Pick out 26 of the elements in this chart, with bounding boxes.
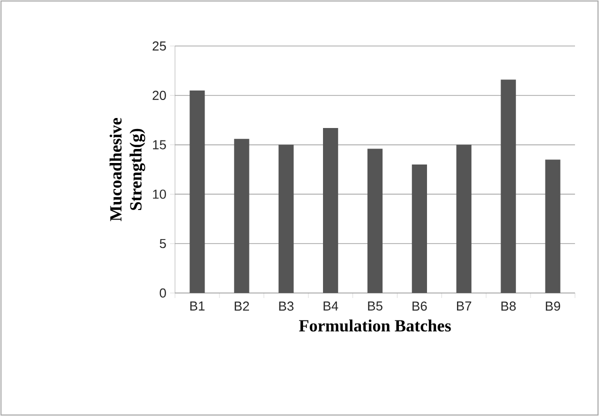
x-tick-label: B4 [324,302,338,310]
x-tick-label: B5 [368,302,382,311]
x-tick-label: B9 [546,302,560,311]
y-tick-label: 0 [160,288,166,298]
y-tick-label: 25 [152,41,166,51]
y-axis-title: Mucoadhesive Strength(g) [110,118,146,222]
x-tick-label: B8 [501,302,516,311]
x-tick-label: B1 [190,302,205,310]
x-tick-label: B6 [412,302,427,311]
bar [367,148,383,293]
bar [500,80,516,293]
bar [234,138,250,293]
bar [545,160,560,293]
y-tick-label: 5 [160,239,166,248]
y-tick-label: 10 [153,190,166,199]
y-tick-label: 15 [153,140,166,150]
bar [190,90,205,293]
x-tick-label: B3 [279,302,294,311]
bar [323,128,338,293]
x-tick-label: B7 [457,302,472,310]
x-axis-title: Formulation Batches [299,320,451,332]
y-tick-label: 20 [152,90,166,100]
bar [412,164,428,293]
bar [456,144,472,293]
bar [278,144,294,293]
x-tick-label: B2 [234,302,249,311]
